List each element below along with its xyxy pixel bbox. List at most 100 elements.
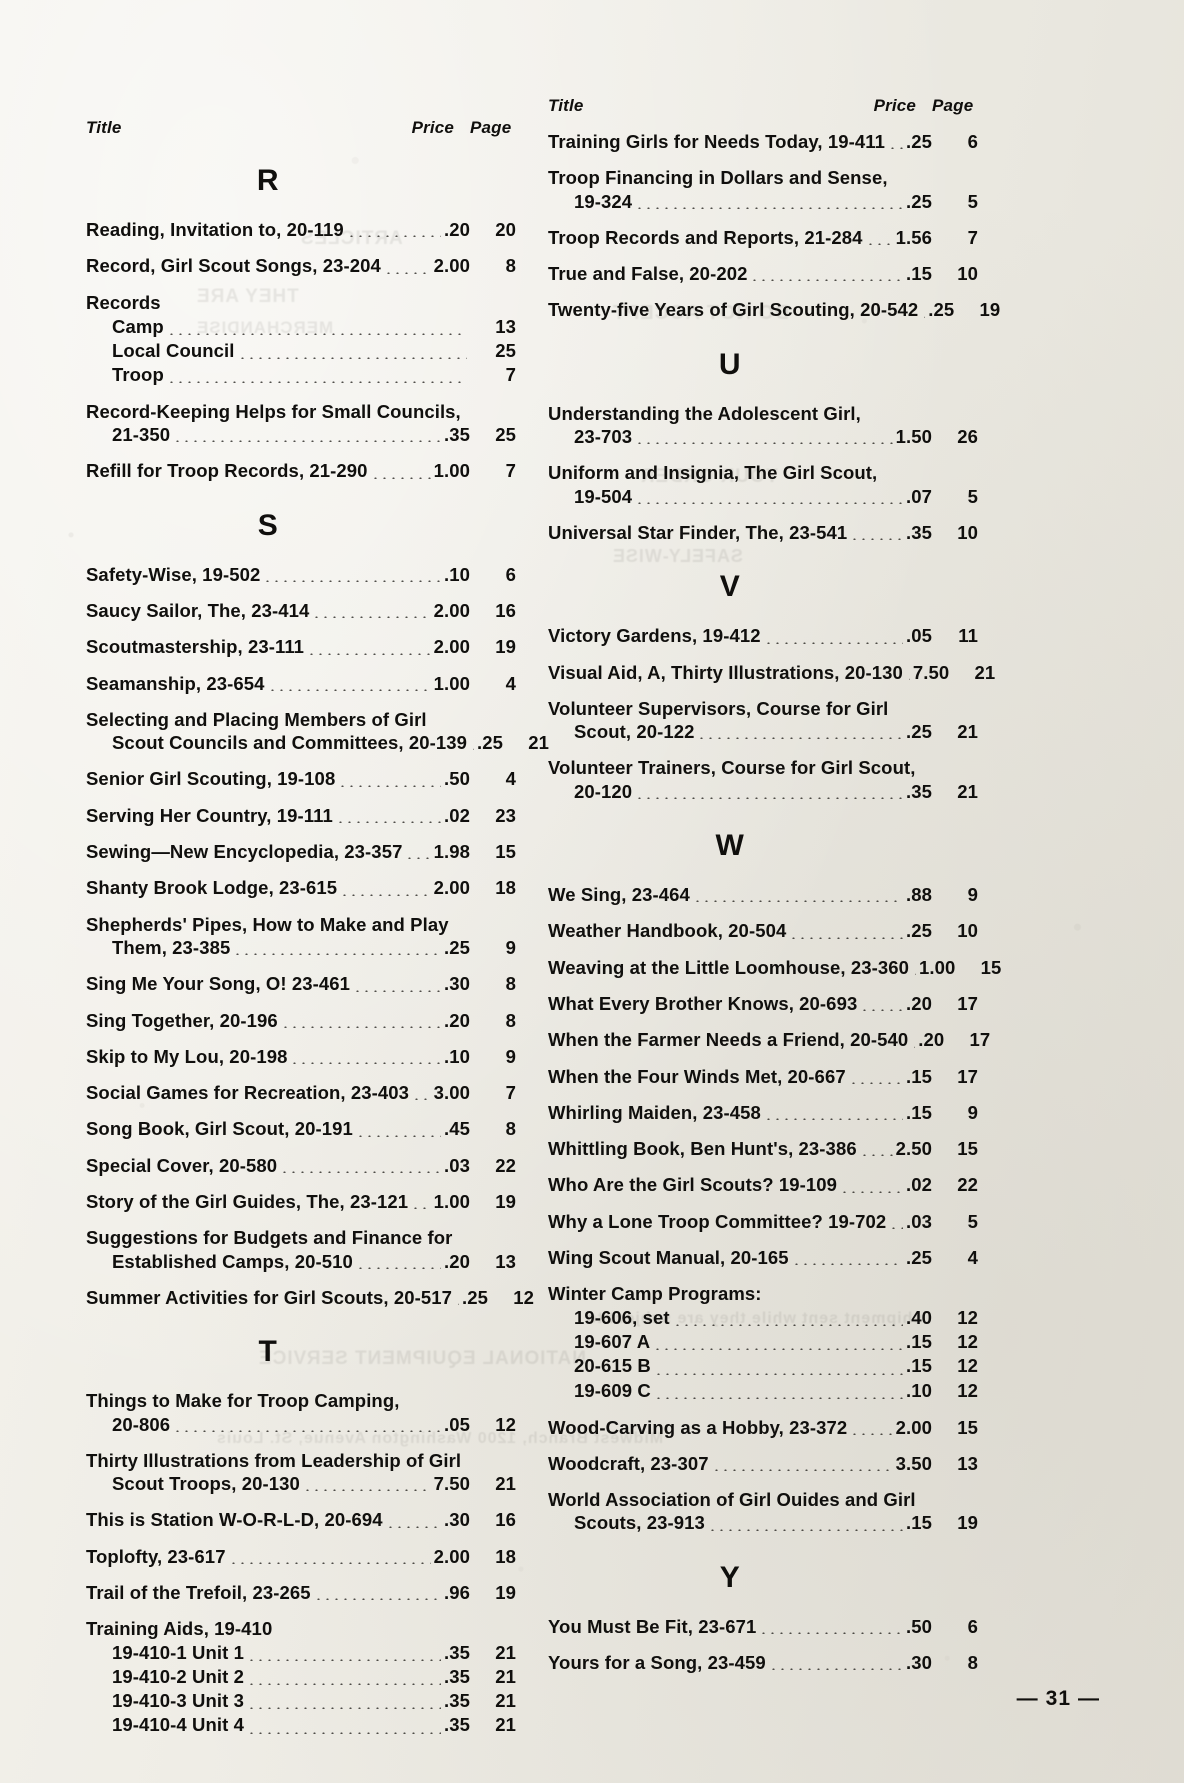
entry-page: 9 (505, 936, 516, 958)
dot-leader (464, 1463, 468, 1468)
dot-leader (464, 414, 468, 419)
dot-leader (346, 232, 441, 238)
dot-leader (763, 638, 903, 644)
entry-page: 12 (957, 1355, 978, 1377)
index-entry: Social Games for Recreation, 23-403 3.00 7 (86, 1081, 516, 1104)
dot-leader (246, 1728, 441, 1734)
entry-title: Thirty Illustrations from Leadership of … (86, 1449, 462, 1471)
dot-leader (430, 722, 467, 727)
entry-title: Them, 23-385 (112, 936, 231, 958)
entry-page: 19 (495, 636, 516, 658)
entry-title: Twenty-five Years of Girl Scouting, 20-5… (548, 299, 919, 321)
dot-leader (353, 986, 441, 992)
column-header-price: Price (873, 96, 916, 115)
dot-leader (263, 576, 441, 582)
entry-title: Weaving at the Little Loomhouse, 23-360 (548, 956, 910, 978)
index-line: Troop Records and Reports, 21-284 1.56 7 (548, 226, 978, 249)
index-line: Scout, 20-122 .25 21 (548, 720, 978, 743)
index-line: Sing Together, 20-196 .20 8 (86, 1009, 516, 1032)
section-letter-v: V (719, 570, 741, 604)
dot-leader (312, 613, 431, 619)
entry-title: Camp (112, 315, 164, 337)
entry-page: 4 (967, 1247, 978, 1269)
index-entry: This is Station W-O-R-L-D, 20-694 .30 16 (86, 1508, 516, 1531)
index-line: Thirty Illustrations from Leadership of … (86, 1449, 516, 1472)
entry-price: .25 (906, 190, 932, 212)
entry-page: 4 (505, 672, 516, 694)
index-line: Troop Financing in Dollars and Sense, (548, 166, 978, 189)
index-line: This is Station W-O-R-L-D, 20-694 .30 16 (86, 1508, 516, 1531)
index-entry: Woodcraft, 23-307 3.50 13 (548, 1452, 978, 1475)
entry-price: .03 (906, 1210, 932, 1232)
entry-page: 15 (957, 1416, 978, 1438)
index-line: 19-410-2 Unit 2 .35 21 (86, 1665, 516, 1689)
entry-title: Sing Me Your Song, O! 23-461 (86, 973, 351, 995)
index-line: 19-606, set .40 12 (548, 1306, 978, 1330)
section-letter-u: U (718, 347, 742, 381)
index-entry: Serving Her Country, 19-111 .02 23 (86, 804, 516, 827)
dot-leader (246, 1704, 441, 1710)
entry-title: Saucy Sailor, The, 23-414 (86, 599, 310, 621)
entry-price: .30 (444, 1509, 470, 1531)
section-letter-r: R (256, 164, 280, 197)
dot-leader (280, 1022, 441, 1028)
entry-page: 17 (957, 1065, 978, 1087)
index-entry: When the Four Winds Met, 20-667 .15 17 (548, 1065, 978, 1088)
entry-title: Whirling Maiden, 23-458 (548, 1101, 761, 1123)
index-entry: Why a Lone Troop Committee? 19-702 .03 5 (548, 1210, 978, 1233)
entry-price: .35 (444, 1666, 470, 1688)
entry-title: 19-606, set (574, 1307, 670, 1329)
index-line: Them, 23-385 .25 9 (86, 936, 516, 959)
entry-page: 15 (957, 1138, 978, 1160)
entry-title: What Every Brother Knows, 20-693 (548, 992, 858, 1014)
index-entry: Weaving at the Little Loomhouse, 23-360 1… (548, 956, 1001, 979)
index-line: Whirling Maiden, 23-458 .15 9 (548, 1101, 978, 1124)
entry-title: Sing Together, 20-196 (86, 1009, 278, 1031)
entry-page: 11 (958, 625, 978, 647)
entry-title: Uniform and Insignia, The Girl Scout, (548, 462, 878, 484)
entry-title: Troop (112, 363, 164, 385)
entry-page: 12 (957, 1331, 978, 1353)
entry-price: .20 (444, 219, 470, 240)
entry-page: 13 (495, 1250, 516, 1272)
entry-page: 8 (505, 1009, 516, 1031)
index-entry: Senior Girl Scouting, 19-108 .50 4 (86, 767, 516, 790)
index-line: Record-Keeping Helps for Small Councils, (86, 400, 516, 423)
index-line: Uniform and Insignia, The Girl Scout, (548, 461, 978, 484)
dot-leader (860, 1006, 903, 1012)
index-entry: Reading, Invitation to, 20-119 .20 20 (86, 218, 516, 241)
entry-price: 2.50 (895, 1138, 932, 1160)
entry-title: Serving Her Country, 19-111 (86, 804, 333, 826)
entry-price: .15 (906, 1355, 932, 1377)
index-subentry: 19-410-3 Unit 3 .35 21 (86, 1689, 516, 1713)
entry-price: .40 (906, 1307, 932, 1329)
index-subentry: Local Council 25 (86, 339, 516, 363)
entry-price: .20 (918, 1029, 945, 1051)
index-entry: Wing Scout Manual, 20-165 .25 4 (548, 1246, 978, 1269)
index-line: 19-609 C .10 12 (548, 1379, 978, 1403)
entry-price: .15 (906, 1065, 932, 1087)
index-entry: Wood-Carving as a Hobby, 23-372 2.00 15 (548, 1416, 978, 1439)
entry-title: Who Are the Girl Scouts? 19-109 (548, 1174, 837, 1196)
dot-leader (275, 1632, 467, 1637)
entry-page: 21 (495, 1666, 516, 1688)
entry-title: Scouts, 23-913 (574, 1512, 705, 1534)
dot-leader (653, 1345, 903, 1351)
entry-price: .15 (906, 1331, 932, 1353)
dot-leader (455, 1300, 460, 1306)
entry-price: .15 (906, 1512, 932, 1534)
entry-title: Scoutmastership, 23-111 (86, 636, 305, 658)
entry-title: Song Book, Girl Scout, 20-191 (86, 1118, 353, 1140)
index-subentry: 19-410-2 Unit 2 .35 21 (86, 1665, 516, 1689)
entry-price: 2.00 (433, 255, 470, 277)
entry-title: 19-410-3 Unit 3 (112, 1690, 244, 1712)
dot-leader (859, 1151, 893, 1157)
index-entry: Records Camp 13 Local Council 25 Troop 7 (86, 291, 516, 387)
index-entry: True and False, 20-202 .15 10 (548, 262, 978, 285)
entry-page: 7 (505, 1082, 516, 1104)
entry-title: Why a Lone Troop Committee? 19-702 (548, 1210, 887, 1232)
dot-leader (173, 1426, 441, 1432)
entry-title: Yours for a Song, 23-459 (548, 1652, 766, 1674)
entry-page: 21 (957, 721, 978, 743)
entry-price: 1.00 (433, 1191, 470, 1213)
